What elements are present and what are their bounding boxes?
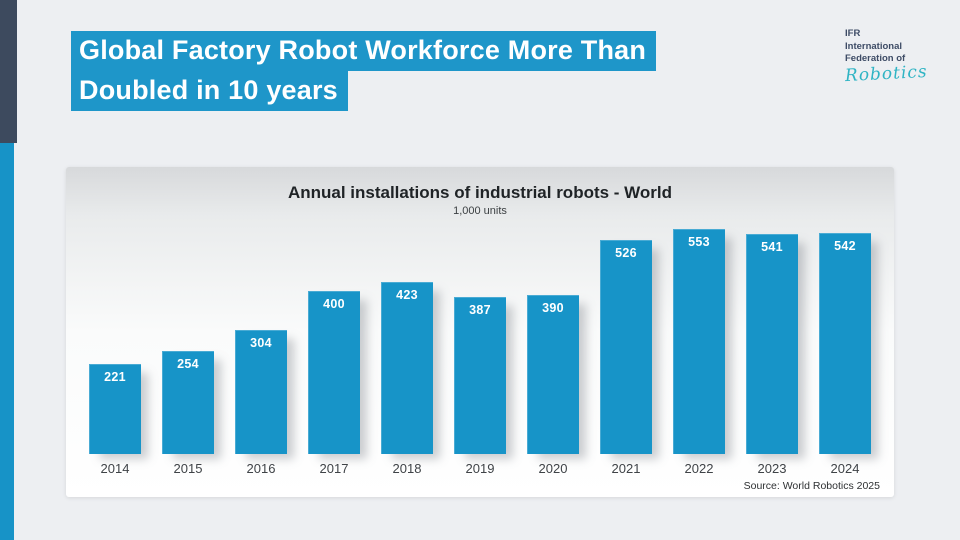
bar-column-2024: 542 2024 bbox=[819, 233, 871, 476]
bar-2018: 423 bbox=[381, 282, 433, 454]
bar-value-label: 390 bbox=[542, 301, 564, 315]
bar-column-2019: 387 2019 bbox=[454, 297, 506, 476]
bar-2015: 254 bbox=[162, 351, 214, 454]
x-tick-label: 2019 bbox=[465, 461, 495, 476]
x-tick-label: 2015 bbox=[173, 461, 203, 476]
ifr-logo-script-robotics: Robotics bbox=[844, 61, 929, 86]
bar-column-2014: 221 2014 bbox=[89, 364, 141, 476]
bar-value-label: 423 bbox=[396, 288, 418, 302]
bar-value-label: 541 bbox=[761, 240, 783, 254]
slide-title: Global Factory Robot Workforce More Than… bbox=[71, 31, 657, 111]
x-tick-label: 2021 bbox=[611, 461, 641, 476]
bar-2023: 541 bbox=[746, 234, 798, 454]
bars-row: 221 2014 254 2015 304 2016 400 2017 423 2018 387 20… bbox=[66, 229, 894, 476]
bar-2022: 553 bbox=[673, 229, 725, 454]
bar-value-label: 553 bbox=[688, 235, 710, 249]
x-tick-label: 2014 bbox=[100, 461, 130, 476]
x-tick-label: 2017 bbox=[319, 461, 349, 476]
x-tick-label: 2020 bbox=[538, 461, 568, 476]
bar-column-2017: 400 2017 bbox=[308, 291, 360, 476]
bar-column-2016: 304 2016 bbox=[235, 330, 287, 476]
bar-value-label: 542 bbox=[834, 239, 856, 253]
bar-2021: 526 bbox=[600, 240, 652, 454]
bar-2014: 221 bbox=[89, 364, 141, 454]
bar-column-2021: 526 2021 bbox=[600, 240, 652, 476]
chart-title: Annual installations of industrial robot… bbox=[287, 183, 673, 202]
bar-column-2020: 390 2020 bbox=[527, 295, 579, 476]
ifr-logo-line1: IFR bbox=[845, 28, 861, 39]
bar-column-2022: 553 2022 bbox=[673, 229, 725, 476]
bar-value-label: 400 bbox=[323, 297, 345, 311]
bar-value-label: 387 bbox=[469, 303, 491, 317]
bar-column-2018: 423 2018 bbox=[381, 282, 433, 476]
chart-subtitle: 1,000 units bbox=[453, 205, 507, 217]
left-accent-strip-blue bbox=[0, 143, 14, 540]
bar-column-2023: 541 2023 bbox=[746, 234, 798, 476]
bar-value-label: 526 bbox=[615, 246, 637, 260]
chart-card: Annual installations of industrial robot… bbox=[66, 167, 894, 497]
bar-2016: 304 bbox=[235, 330, 287, 454]
source-note: Source: World Robotics 2025 bbox=[743, 480, 880, 492]
bar-2020: 390 bbox=[527, 295, 579, 454]
bar-value-label: 304 bbox=[250, 336, 272, 350]
bar-2024: 542 bbox=[819, 233, 871, 454]
slide-title-line2: Doubled in 10 years bbox=[71, 71, 348, 111]
bar-value-label: 221 bbox=[104, 370, 126, 384]
ifr-logo-line2: International bbox=[845, 40, 903, 52]
x-tick-label: 2022 bbox=[684, 461, 714, 476]
left-accent-strip-dark bbox=[0, 0, 17, 143]
bar-2019: 387 bbox=[454, 297, 506, 454]
bar-value-label: 254 bbox=[177, 357, 199, 371]
bar-2017: 400 bbox=[308, 291, 360, 454]
x-tick-label: 2024 bbox=[830, 461, 860, 476]
ifr-logo: IFR International Federation of Robotics bbox=[844, 28, 960, 86]
x-tick-label: 2023 bbox=[757, 461, 787, 476]
bar-column-2015: 254 2015 bbox=[162, 351, 214, 476]
x-tick-label: 2016 bbox=[246, 461, 276, 476]
ifr-logo-line3: Federation of bbox=[845, 53, 906, 64]
slide-title-line1: Global Factory Robot Workforce More Than bbox=[71, 31, 657, 71]
x-tick-label: 2018 bbox=[392, 461, 422, 476]
